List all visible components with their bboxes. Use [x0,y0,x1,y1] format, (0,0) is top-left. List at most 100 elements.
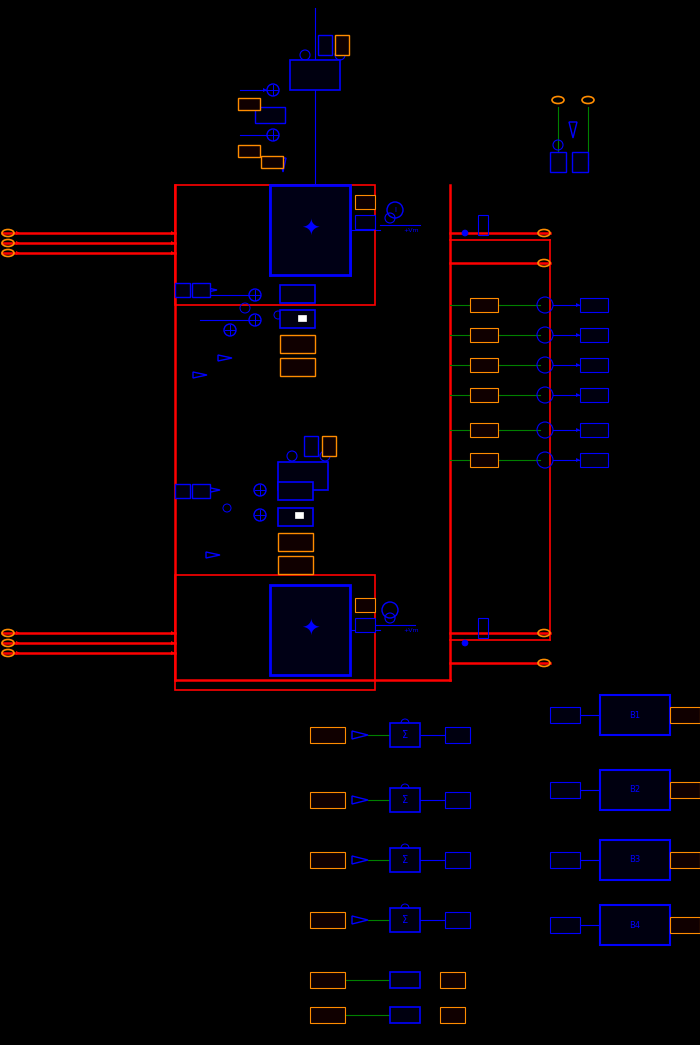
Polygon shape [576,458,580,462]
Bar [445,727,470,743]
Bar [175,185,375,305]
Polygon shape [576,428,580,432]
Bar [278,508,313,526]
Bar [270,185,350,275]
Bar [670,852,700,868]
Bar [335,34,349,55]
Bar [600,770,670,810]
Polygon shape [576,303,580,307]
Bar [355,215,375,229]
Bar [600,840,670,880]
Bar [470,358,498,372]
Bar [355,618,375,632]
Polygon shape [171,241,175,245]
Bar [175,484,190,498]
Bar [295,512,303,518]
Text: ✦: ✦ [301,620,319,640]
Bar [470,328,498,342]
Bar [550,918,580,933]
Bar [298,315,306,321]
Bar [278,556,313,574]
Bar [280,285,315,303]
Bar [470,423,498,437]
Polygon shape [576,363,580,367]
Text: B4: B4 [629,921,641,929]
Text: B2: B2 [629,786,641,794]
Bar [580,452,608,467]
Bar [670,918,700,933]
Polygon shape [171,251,175,255]
Bar [278,462,328,490]
Bar [440,1007,465,1023]
Bar [261,156,283,168]
Bar [175,575,375,690]
Bar [238,98,260,110]
Bar [470,452,498,467]
Bar [390,847,420,872]
Bar [310,1007,345,1023]
Bar [355,195,375,209]
Bar [580,328,608,342]
Bar [280,335,315,353]
Bar [255,107,285,123]
Bar [290,60,340,90]
Text: +Vm: +Vm [403,228,419,232]
Bar [440,972,465,988]
Bar [318,34,332,55]
Bar [445,912,470,928]
Bar [390,723,420,747]
Polygon shape [576,333,580,336]
Bar [390,1007,420,1023]
Bar [572,152,588,172]
Polygon shape [16,251,20,255]
Circle shape [462,230,468,236]
Bar [445,852,470,868]
Polygon shape [171,231,175,235]
Bar [390,972,420,988]
Bar [322,436,336,456]
Bar [470,298,498,312]
Text: B1: B1 [629,711,641,720]
Bar [550,707,580,723]
Polygon shape [576,393,580,397]
Polygon shape [16,641,20,645]
Bar [478,215,488,235]
Polygon shape [171,631,175,635]
Bar [390,908,420,932]
Bar [580,423,608,437]
Polygon shape [171,651,175,655]
Bar [310,792,345,808]
Bar [470,388,498,402]
Text: B3: B3 [629,856,641,864]
Bar [580,298,608,312]
Bar [670,707,700,723]
Bar [478,618,488,638]
Bar [304,436,318,456]
Bar [278,482,313,500]
Bar [445,792,470,808]
Bar [280,310,315,328]
Circle shape [462,640,468,646]
Bar [310,852,345,868]
Text: Σ: Σ [402,730,408,740]
Bar [580,358,608,372]
Text: Σ: Σ [402,795,408,805]
Bar [550,152,566,172]
Bar [175,283,190,297]
Polygon shape [171,641,175,645]
Bar [278,533,313,551]
Bar [310,912,345,928]
Bar [270,585,350,675]
Polygon shape [263,88,267,92]
Bar [390,788,420,812]
Bar [192,484,210,498]
Polygon shape [16,231,20,235]
Text: ✦: ✦ [301,220,319,240]
Bar [238,145,260,157]
Text: +Vm: +Vm [403,627,419,632]
Bar [355,598,375,612]
Bar [600,905,670,945]
Polygon shape [16,631,20,635]
Bar [310,727,345,743]
Polygon shape [16,241,20,245]
